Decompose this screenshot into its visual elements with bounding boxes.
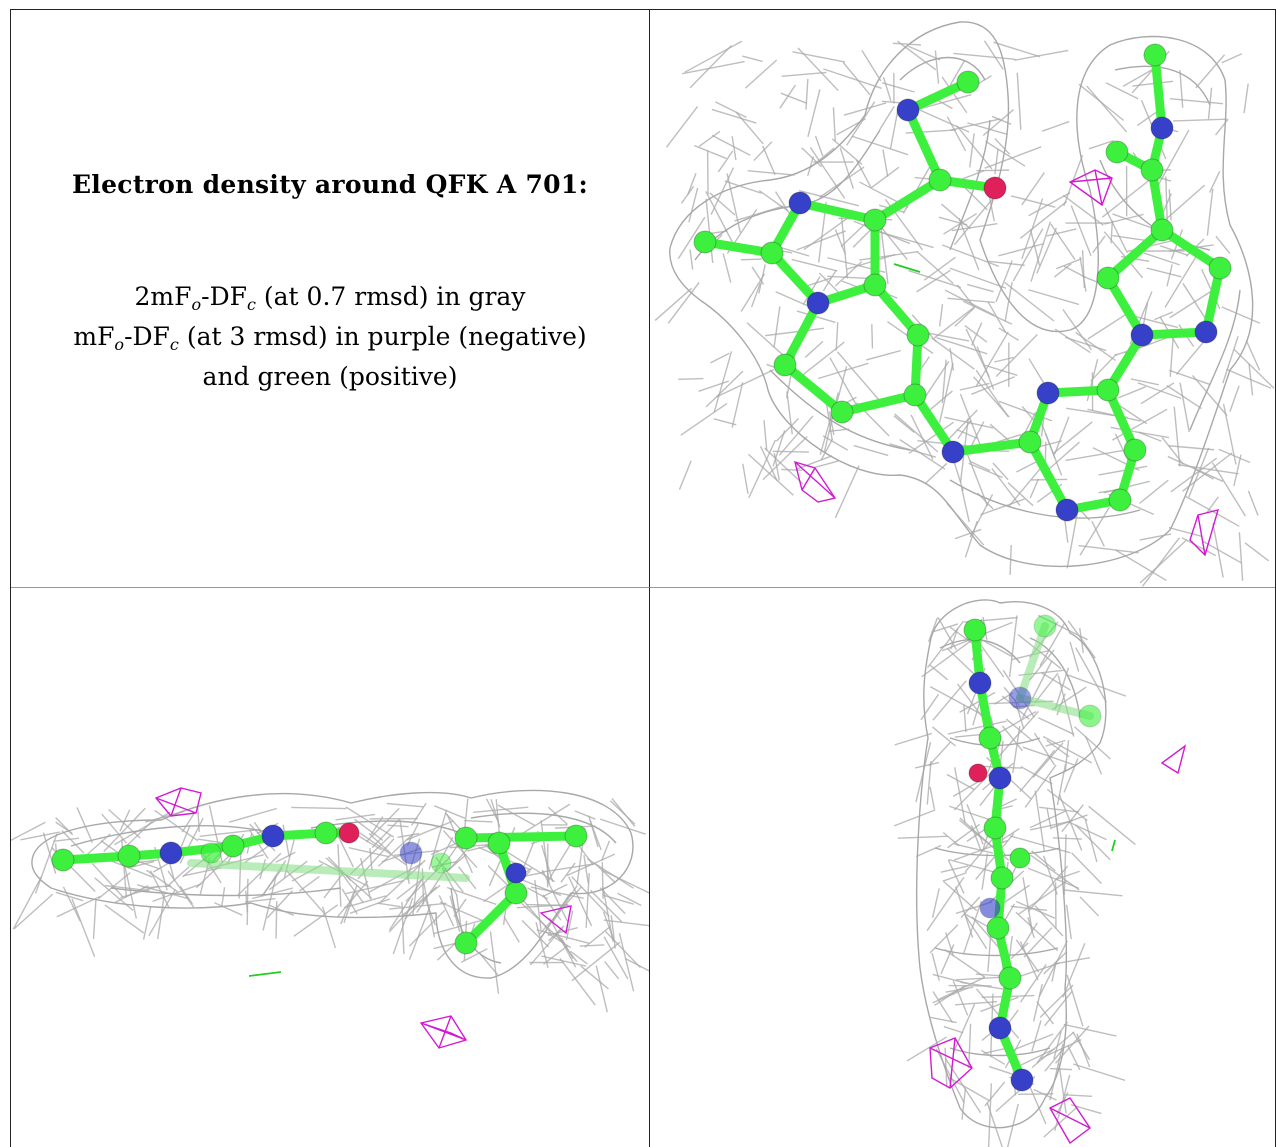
- carbon-atom: [984, 817, 1006, 839]
- carbon-atom: [455, 827, 477, 849]
- carbon-atom: [1209, 257, 1231, 279]
- carbon-atom: [1124, 439, 1146, 461]
- carbon-atom: [1019, 431, 1041, 453]
- carbon-atom: [1010, 848, 1030, 868]
- carbon-atom: [1079, 705, 1101, 727]
- carbon-atom: [904, 384, 926, 406]
- carbon-atom: [1141, 159, 1163, 181]
- carbon-atom: [761, 242, 783, 264]
- carbon-atom: [991, 867, 1013, 889]
- carbon-atom: [774, 354, 796, 376]
- carbon-atom: [987, 917, 1009, 939]
- carbon-atom: [222, 835, 244, 857]
- carbon-atom: [1151, 219, 1173, 241]
- nitrogen-atom: [989, 1017, 1011, 1039]
- carbon-atom: [201, 843, 221, 863]
- carbon-atom: [864, 209, 886, 231]
- carbon-atom: [315, 822, 337, 844]
- figure-title: Electron density around QFK A 701:: [11, 170, 649, 199]
- nitrogen-atom: [262, 825, 284, 847]
- carbon-atom: [505, 882, 527, 904]
- nitrogen-atom: [1011, 1069, 1033, 1091]
- nitrogen-atom: [1037, 382, 1059, 404]
- nitrogen-atom: [1195, 321, 1217, 343]
- carbon-atom: [488, 832, 510, 854]
- carbon-atom: [1097, 267, 1119, 289]
- carbon-atom: [864, 274, 886, 296]
- nitrogen-atom: [1131, 324, 1153, 346]
- nitrogen-atom: [160, 842, 182, 864]
- carbon-atom: [964, 619, 986, 641]
- nitrogen-atom: [897, 99, 919, 121]
- density-view-front: [650, 10, 1275, 588]
- carbon-atom: [1034, 615, 1056, 637]
- caption-panel: Electron density around QFK A 701: 2mFo-…: [11, 10, 650, 588]
- carbon-atom: [1109, 489, 1131, 511]
- carbon-atom: [929, 169, 951, 191]
- carbon-atom: [52, 849, 74, 871]
- carbon-atom: [455, 932, 477, 954]
- nitrogen-atom: [400, 842, 422, 864]
- density-view-edge: [650, 588, 1275, 1147]
- carbon-atom: [999, 967, 1021, 989]
- nitrogen-atom: [789, 192, 811, 214]
- carbon-atom: [431, 853, 451, 873]
- carbon-atom: [118, 845, 140, 867]
- nitrogen-atom: [1151, 117, 1173, 139]
- oxygen-atom: [339, 823, 359, 843]
- carbon-atom: [907, 324, 929, 346]
- oxygen-atom: [984, 177, 1006, 199]
- nitrogen-atom: [969, 672, 991, 694]
- carbon-atom: [1106, 141, 1128, 163]
- density-figure-grid: Electron density around QFK A 701: 2mFo-…: [10, 9, 1276, 1147]
- oxygen-atom: [969, 764, 987, 782]
- density-view-side: [11, 588, 650, 1147]
- nitrogen-atom: [1009, 687, 1031, 709]
- carbon-atom: [565, 825, 587, 847]
- nitrogen-atom: [942, 441, 964, 463]
- carbon-atom: [831, 401, 853, 423]
- positive-density-blob: [1112, 840, 1115, 851]
- carbon-atom: [957, 71, 979, 93]
- positive-density-blob: [249, 972, 281, 976]
- nitrogen-atom: [506, 863, 526, 883]
- carbon-atom: [1144, 44, 1166, 66]
- nitrogen-atom: [1056, 499, 1078, 521]
- nitrogen-atom: [980, 898, 1000, 918]
- carbon-atom: [694, 231, 716, 253]
- carbon-atom: [1097, 379, 1119, 401]
- nitrogen-atom: [807, 292, 829, 314]
- positive-density-blob: [894, 264, 920, 272]
- carbon-atom: [979, 727, 1001, 749]
- caption-line-positive: and green (positive): [11, 358, 649, 396]
- nitrogen-atom: [989, 767, 1011, 789]
